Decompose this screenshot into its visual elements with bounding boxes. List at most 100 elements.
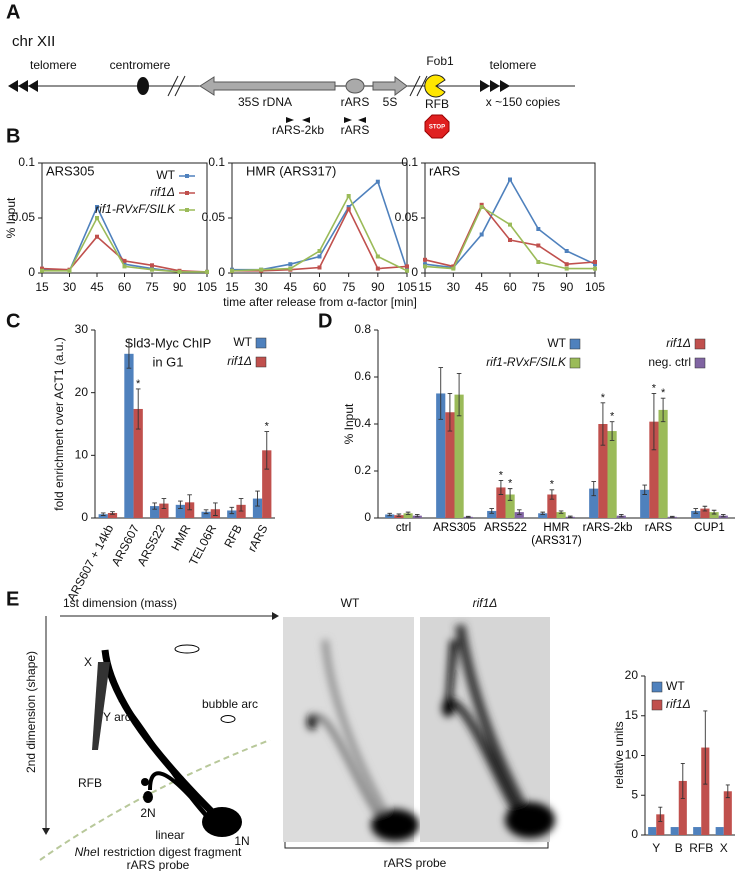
bar <box>403 513 413 518</box>
data-point <box>479 205 484 209</box>
5s-arrow <box>372 76 408 96</box>
bar <box>150 506 160 518</box>
gel-signal <box>442 624 555 838</box>
panel-label: D <box>318 310 332 332</box>
bar <box>701 747 710 835</box>
y-tick-label: 0.2 <box>354 463 371 477</box>
bubble-icon <box>220 715 236 723</box>
error-bar <box>414 514 420 518</box>
legend-swatch <box>255 356 267 368</box>
x-tick-label: 30 <box>63 280 77 294</box>
rdna-label: 35S rDNA <box>238 95 292 109</box>
bar <box>649 421 659 518</box>
data-point <box>508 177 512 182</box>
data-point <box>230 268 234 273</box>
bar <box>678 780 687 835</box>
data-point <box>177 269 182 274</box>
error-bar <box>264 431 270 470</box>
y-tick-label: 0 <box>81 510 88 524</box>
1n-spot <box>202 807 242 837</box>
data-point <box>317 265 322 270</box>
legend-swatch <box>694 338 706 350</box>
y-tick-label: 0 <box>364 510 371 524</box>
y-tick-label: 0.1 <box>208 155 225 169</box>
y-tick-label: 10 <box>625 748 639 762</box>
bar <box>133 408 143 518</box>
y-tick-label: 0.6 <box>354 369 371 383</box>
data-point <box>317 249 322 253</box>
primer-label: rARS <box>341 123 370 137</box>
bar <box>538 513 548 518</box>
rars-label: rARS <box>341 95 370 109</box>
error-bar <box>213 502 218 516</box>
bar <box>640 489 650 518</box>
rfb-spot <box>141 778 149 786</box>
linear-label: linear <box>155 828 184 842</box>
data-point <box>95 234 99 239</box>
legend-label: rif1-RVxF/SILK <box>95 202 176 216</box>
x-tick-label: 75 <box>532 280 546 294</box>
break-mark <box>167 75 186 97</box>
data-point <box>423 264 427 269</box>
x-tick-label: 105 <box>585 280 605 294</box>
x-tick-label: 90 <box>560 280 574 294</box>
bar <box>107 512 118 518</box>
error-bar <box>489 508 495 514</box>
error-bar <box>110 511 115 515</box>
legend-label: rif1Δ <box>666 336 691 350</box>
panel-label: C <box>6 310 20 332</box>
error-bar <box>135 388 141 430</box>
error-bar <box>600 402 606 446</box>
chromosome-diagram: chr XII telomere centromere 35S rDNA rAR… <box>8 33 575 139</box>
panel-label: A <box>6 1 20 23</box>
chart-title: ARS305 <box>46 163 94 178</box>
chart-title: in G1 <box>152 354 183 369</box>
y-tick-label: 0 <box>631 827 638 841</box>
error-bar <box>669 515 675 518</box>
x-tick-label: 90 <box>371 280 385 294</box>
2n-label: 2N <box>140 806 155 820</box>
gel-label: rif1Δ <box>473 596 498 610</box>
legend-swatch <box>651 699 663 711</box>
bar <box>385 514 395 518</box>
data-point <box>122 258 127 263</box>
data-point <box>593 266 597 271</box>
bar <box>556 512 566 518</box>
x-tick-label: 105 <box>197 280 217 294</box>
data-point <box>375 254 380 259</box>
error-bar <box>609 421 615 441</box>
x-tick-label: 45 <box>284 280 298 294</box>
x-tick-label: 15 <box>225 280 239 294</box>
error-bar <box>507 488 513 501</box>
y-tick-label: 0.05 <box>395 210 419 224</box>
bar <box>262 450 272 518</box>
data-point <box>564 266 569 271</box>
x-tick-label: CUP1 <box>694 522 725 534</box>
x-tick-label: ARS305 <box>433 522 476 534</box>
data-point <box>423 257 427 262</box>
x-label: X <box>84 655 92 669</box>
legend-label: WT <box>156 168 175 182</box>
chart-title: Sld3-Myc ChIP <box>125 335 212 350</box>
rars-element <box>345 78 365 94</box>
x-tick-label-box: ARS522 <box>484 522 527 534</box>
2d-gel-schematic: 1st dimension (mass) 2nd dimension (shap… <box>24 596 279 871</box>
bar <box>496 487 506 518</box>
y-tick-label: 0.05 <box>12 210 36 224</box>
data-point <box>259 267 264 272</box>
bar <box>98 514 108 518</box>
significance-mark: * <box>652 382 657 394</box>
bar <box>201 511 211 518</box>
y-tick-label: 0.8 <box>354 322 371 336</box>
error-bar <box>187 494 192 511</box>
series-line <box>424 205 595 270</box>
stop-sign <box>424 114 450 139</box>
bar <box>227 510 237 518</box>
rdna-arrow <box>199 76 336 96</box>
legend-swatch <box>694 357 706 369</box>
data-point <box>593 262 597 267</box>
5s-label: 5S <box>383 95 398 109</box>
gel-images: WT rif1Δ rARS probe <box>283 596 555 870</box>
x-spike <box>92 662 110 750</box>
